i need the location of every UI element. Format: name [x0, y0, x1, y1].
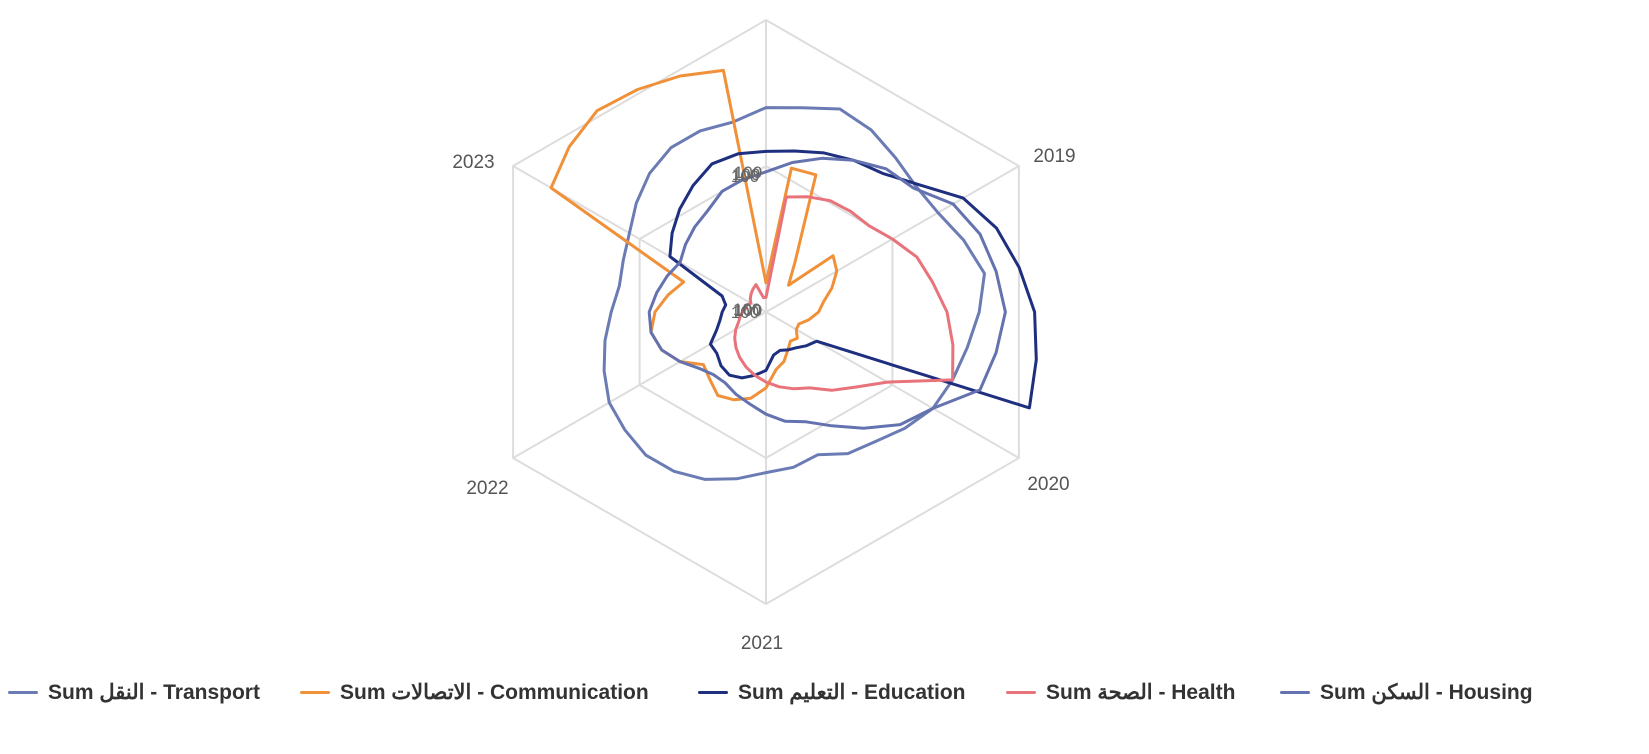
series-line-communication [549, 68, 839, 402]
radial-tick-label: 100 [732, 165, 760, 184]
axis-label-2019: 2019 [1033, 146, 1075, 167]
axis-labels: 2018 2019 2020 2021 2022 2023 [452, 0, 1075, 654]
legend-swatch-housing [1280, 690, 1310, 694]
radial-tick-label: 100 [733, 300, 761, 319]
radar-grid [512, 18, 1020, 606]
radial-tick-label: 100 [731, 303, 759, 322]
legend-item-education[interactable]: Sum التعليم - Education [698, 672, 965, 712]
legend-swatch-education [698, 690, 728, 694]
legend-item-communication[interactable]: Sum الاتصالات - Communication [300, 672, 649, 712]
legend-label-housing: Sum السكن - Housing [1320, 680, 1533, 704]
axis-label-2023: 2023 [452, 152, 494, 173]
legend-swatch-communication [300, 690, 330, 694]
legend-label-education: Sum التعليم - Education [738, 680, 966, 704]
legend-item-health[interactable]: Sum الصحة - Health [1006, 672, 1235, 712]
series-line-transport [602, 106, 986, 481]
radar-series [549, 68, 1038, 481]
grid-spoke-2022 [512, 311, 767, 459]
legend: Sum النقل - Transport Sum الاتصالات - Co… [0, 672, 1649, 712]
axis-label-2020: 2020 [1027, 474, 1069, 495]
radial-tick-label: 100 [734, 163, 762, 182]
legend-label-communication: Sum الاتصالات - Communication [340, 680, 649, 704]
legend-swatch-transport [8, 690, 38, 694]
legend-label-transport: Sum النقل - Transport [48, 680, 260, 704]
legend-item-transport[interactable]: Sum النقل - Transport [8, 672, 260, 712]
legend-swatch-health [1006, 690, 1036, 694]
axis-label-2021: 2021 [741, 633, 783, 654]
series-line-housing [647, 156, 1007, 430]
radial-tick-label: 100 [731, 167, 759, 186]
series-line-health [733, 195, 955, 392]
axis-label-2018: 2018 [745, 0, 787, 2]
legend-item-housing[interactable]: Sum السكن - Housing [1280, 672, 1533, 712]
legend-label-health: Sum الصحة - Health [1046, 680, 1236, 704]
radial-tick-label: 100 [734, 301, 762, 320]
grid-spoke-2020 [765, 311, 1020, 459]
series-line-education [668, 149, 1038, 410]
axis-label-2022: 2022 [466, 478, 508, 499]
